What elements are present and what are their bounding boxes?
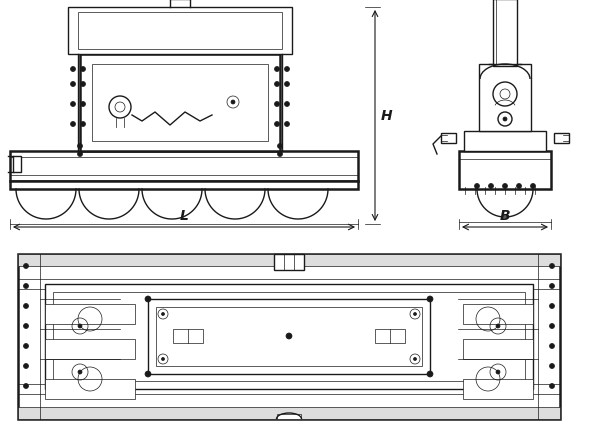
Bar <box>463 379 533 399</box>
Circle shape <box>275 102 280 107</box>
Bar <box>479 65 531 132</box>
Circle shape <box>24 384 28 389</box>
Bar <box>274 255 304 270</box>
Circle shape <box>80 68 85 72</box>
Circle shape <box>71 122 76 127</box>
Circle shape <box>549 344 555 349</box>
Bar <box>463 304 533 324</box>
Circle shape <box>496 324 500 328</box>
Bar <box>13 157 21 172</box>
Circle shape <box>427 296 433 302</box>
Bar <box>459 152 551 190</box>
Circle shape <box>284 122 290 127</box>
Circle shape <box>231 101 235 105</box>
Circle shape <box>474 184 480 189</box>
Circle shape <box>275 68 280 72</box>
Circle shape <box>503 118 507 122</box>
Circle shape <box>80 122 85 127</box>
Circle shape <box>77 152 82 157</box>
Circle shape <box>413 358 416 361</box>
Bar <box>10 152 358 181</box>
Bar <box>45 379 135 399</box>
Circle shape <box>24 364 28 369</box>
Circle shape <box>549 364 555 369</box>
Circle shape <box>24 284 28 289</box>
Bar <box>18 255 560 419</box>
Text: H: H <box>381 109 393 123</box>
Circle shape <box>145 371 151 377</box>
Circle shape <box>145 296 151 302</box>
Circle shape <box>162 313 165 316</box>
Text: B: B <box>500 209 510 222</box>
Circle shape <box>549 304 555 309</box>
Circle shape <box>78 324 82 328</box>
Circle shape <box>24 344 28 349</box>
Circle shape <box>71 68 76 72</box>
Circle shape <box>78 370 82 374</box>
Bar <box>68 8 292 55</box>
Circle shape <box>24 264 28 269</box>
Circle shape <box>427 371 433 377</box>
Circle shape <box>77 144 82 149</box>
Bar <box>277 414 301 419</box>
Bar <box>463 339 533 359</box>
Bar <box>53 292 525 381</box>
Bar <box>464 132 546 152</box>
Circle shape <box>549 384 555 389</box>
Circle shape <box>496 370 500 374</box>
Circle shape <box>24 304 28 309</box>
Circle shape <box>275 82 280 87</box>
Circle shape <box>549 284 555 289</box>
Bar <box>18 255 560 266</box>
Circle shape <box>80 102 85 107</box>
Bar <box>45 304 135 324</box>
Circle shape <box>531 184 535 189</box>
Circle shape <box>503 184 508 189</box>
Circle shape <box>71 102 76 107</box>
Bar <box>375 329 405 343</box>
Text: L: L <box>180 209 188 222</box>
Circle shape <box>286 333 292 339</box>
Circle shape <box>517 184 522 189</box>
Circle shape <box>80 82 85 87</box>
Bar <box>493 0 517 67</box>
Circle shape <box>549 324 555 329</box>
Bar <box>554 134 569 144</box>
Bar <box>10 181 358 190</box>
Bar <box>441 134 456 144</box>
Bar <box>173 329 203 343</box>
Circle shape <box>284 68 290 72</box>
Circle shape <box>278 144 283 149</box>
Bar <box>148 299 430 374</box>
Circle shape <box>275 122 280 127</box>
Circle shape <box>162 358 165 361</box>
Circle shape <box>284 102 290 107</box>
Bar <box>80 55 280 152</box>
Circle shape <box>24 324 28 329</box>
Bar <box>78 13 282 50</box>
Circle shape <box>71 82 76 87</box>
Circle shape <box>278 152 283 157</box>
Bar <box>45 339 135 359</box>
Circle shape <box>488 184 494 189</box>
Circle shape <box>413 313 416 316</box>
Bar <box>45 284 533 389</box>
Bar <box>92 65 268 141</box>
Bar <box>156 307 422 366</box>
Circle shape <box>549 264 555 269</box>
Bar <box>18 407 560 419</box>
Circle shape <box>284 82 290 87</box>
